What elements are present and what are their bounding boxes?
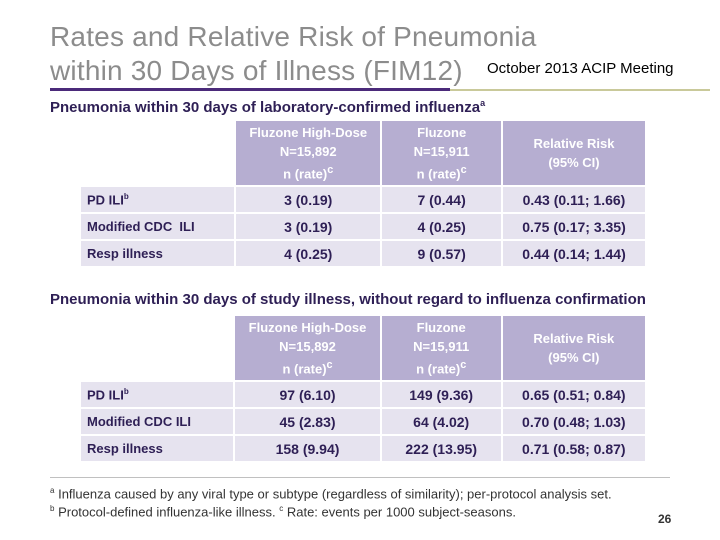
title-divider-accent <box>50 88 450 91</box>
slide-title-line2: within 30 Days of Illness (FIM12) <box>50 55 463 86</box>
cell-relative-risk: 0.44 (0.14; 1.44) <box>502 241 645 267</box>
header-blank-cell <box>81 121 235 186</box>
footnote-bc: b Protocol-defined influenza-like illnes… <box>50 504 516 519</box>
header-high-dose: Fluzone High-Dose N=15,892 n (rate)c <box>236 121 381 186</box>
header-line: Relative Risk <box>533 331 615 347</box>
row-label: Modified CDC ILI <box>81 214 235 240</box>
header-fluzone: Fluzone N=15,911 n (rate)c <box>382 121 501 186</box>
section2-table: Fluzone High-Dose N=15,892 n (rate)c Flu… <box>79 314 647 463</box>
cell-relative-risk: 0.43 (0.11; 1.66) <box>502 187 645 213</box>
page-number: 26 <box>658 512 672 526</box>
cell-relative-risk: 0.70 (0.48; 1.03) <box>502 409 645 435</box>
cell-high-dose: 3 (0.19) <box>236 187 381 213</box>
cell-relative-risk: 0.65 (0.51; 0.84) <box>502 382 645 408</box>
header-line: n (rate)c <box>282 359 333 377</box>
header-line: n (rate)c <box>283 164 334 182</box>
slide-title: Rates and Relative Risk of Pneumonia wit… <box>50 20 537 88</box>
row-label: Resp illness <box>81 436 234 462</box>
table-row: Modified CDC ILI 3 (0.19) 4 (0.25) 0.75 … <box>81 214 645 240</box>
header-line: (95% CI) <box>548 155 600 171</box>
cell-high-dose: 97 (6.10) <box>235 382 380 408</box>
header-fluzone: Fluzone N=15,911 n (rate)c <box>381 316 501 381</box>
section1-heading-sup: a <box>480 98 486 108</box>
cell-fluzone: 9 (0.57) <box>382 241 501 267</box>
cell-high-dose: 3 (0.19) <box>236 214 381 240</box>
title-divider <box>50 88 710 91</box>
table-header-row: Fluzone High-Dose N=15,892 n (rate)c Flu… <box>81 121 645 186</box>
footnote-b-text: Protocol-defined influenza-like illness. <box>58 504 276 520</box>
footnote-c-text: Rate: events per 1000 subject-seasons. <box>286 504 516 520</box>
cell-fluzone: 222 (13.95) <box>381 436 501 462</box>
header-line: Fluzone High-Dose <box>248 320 367 335</box>
header-high-dose: Fluzone High-Dose N=15,892 n (rate)c <box>235 316 380 381</box>
table-row: Resp illness 158 (9.94) 222 (13.95) 0.71… <box>81 436 645 462</box>
cell-fluzone: 64 (4.02) <box>381 409 501 435</box>
header-blank-cell <box>81 316 234 381</box>
cell-fluzone: 7 (0.44) <box>382 187 501 213</box>
footnote-divider <box>50 477 670 478</box>
section2-heading: Pneumonia within 30 days of study illnes… <box>50 291 646 308</box>
section1-heading-text: Pneumonia within 30 days of laboratory-c… <box>50 99 481 116</box>
footnote-a-text: Influenza caused by any viral type or su… <box>58 486 612 502</box>
slide-title-line1: Rates and Relative Risk of Pneumonia <box>50 21 537 52</box>
section1-heading: Pneumonia within 30 days of laboratory-c… <box>50 98 485 116</box>
header-line: N=15,911 <box>413 339 470 354</box>
cell-relative-risk: 0.71 (0.58; 0.87) <box>502 436 645 462</box>
row-label: PD ILIb <box>81 382 234 408</box>
header-line: (95% CI) <box>548 350 600 366</box>
header-line: Relative Risk <box>533 136 615 152</box>
cell-fluzone: 4 (0.25) <box>382 214 501 240</box>
header-line: Fluzone High-Dose <box>249 125 368 140</box>
table-row: Resp illness 4 (0.25) 9 (0.57) 0.44 (0.1… <box>81 241 645 267</box>
header-line: Fluzone <box>416 320 466 335</box>
footnote-a-mark: a <box>50 486 55 495</box>
header-line: n (rate)c <box>416 359 467 377</box>
header-relative-risk: Relative Risk (95% CI) <box>502 121 645 186</box>
cell-fluzone: 149 (9.36) <box>381 382 501 408</box>
row-label: Resp illness <box>81 241 235 267</box>
row-label: Modified CDC ILI <box>81 409 234 435</box>
cell-high-dose: 45 (2.83) <box>235 409 380 435</box>
table-header-row: Fluzone High-Dose N=15,892 n (rate)c Flu… <box>81 316 645 381</box>
cell-relative-risk: 0.75 (0.17; 3.35) <box>502 214 645 240</box>
header-line: N=15,892 <box>279 339 336 354</box>
footnote-b-mark: b <box>50 504 55 513</box>
header-line: Fluzone <box>417 125 467 140</box>
row-label: PD ILIb <box>81 187 235 213</box>
footnote-c-mark: c <box>279 504 284 513</box>
table-row: PD ILIb 97 (6.10) 149 (9.36) 0.65 (0.51;… <box>81 382 645 408</box>
meeting-label: October 2013 ACIP Meeting <box>484 60 677 77</box>
header-line: n (rate)c <box>416 164 467 182</box>
header-line: N=15,911 <box>413 144 470 159</box>
cell-high-dose: 4 (0.25) <box>236 241 381 267</box>
table-row: Modified CDC ILI 45 (2.83) 64 (4.02) 0.7… <box>81 409 645 435</box>
section1-table: Fluzone High-Dose N=15,892 n (rate)c Flu… <box>79 119 647 268</box>
table-row: PD ILIb 3 (0.19) 7 (0.44) 0.43 (0.11; 1.… <box>81 187 645 213</box>
header-line: N=15,892 <box>279 144 337 159</box>
header-relative-risk: Relative Risk (95% CI) <box>502 316 645 381</box>
cell-high-dose: 158 (9.94) <box>235 436 380 462</box>
footnote-a: a Influenza caused by any viral type or … <box>50 486 612 501</box>
